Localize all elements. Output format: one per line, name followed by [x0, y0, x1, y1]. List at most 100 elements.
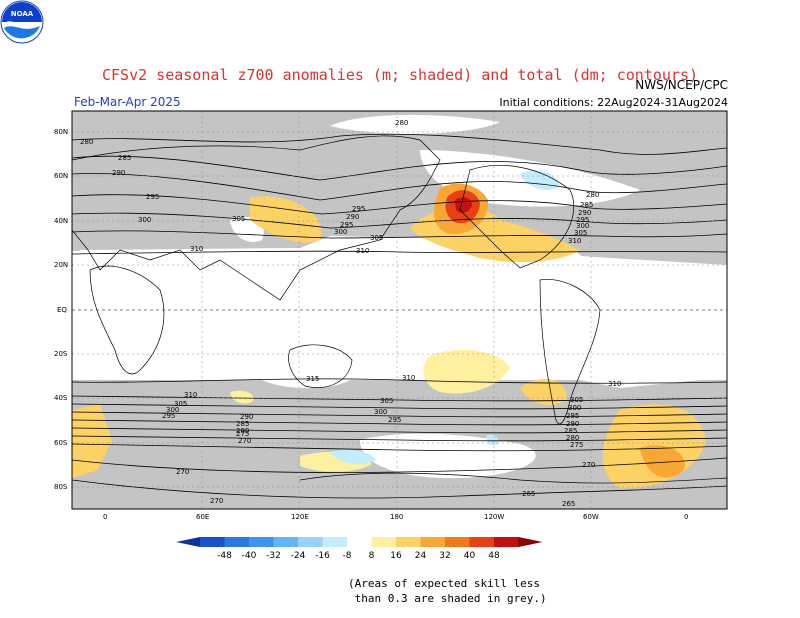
contour-label: 280 — [395, 119, 408, 127]
contour-label: 285 — [580, 201, 593, 209]
contour-label: 300 — [374, 408, 387, 416]
colorbar-tick-label: 40 — [464, 551, 476, 561]
contour-label: 295 — [566, 412, 579, 420]
contour-label: 300 — [568, 404, 581, 412]
contour-label: 290 — [346, 213, 359, 221]
latitude-axis-labels: 80N 60N 40N 20N EQ 20S 40S 60S 80S — [54, 128, 68, 491]
lon-label: 60W — [583, 513, 599, 521]
contour-label: 265 — [522, 490, 535, 498]
contours-south — [72, 378, 727, 499]
contour-label: 310 — [184, 391, 197, 399]
contour-label: 295 — [146, 193, 159, 201]
contour-label: 280 — [566, 434, 579, 442]
colorbar-tick-label: -40 — [242, 551, 257, 561]
contour-labels-north: 280 280 285 290 295 300 305 310 310 305 … — [80, 118, 599, 255]
svg-text:NOAA: NOAA — [11, 10, 34, 18]
lat-label: 80S — [54, 483, 68, 491]
colorbar-tick-label: -16 — [315, 551, 330, 561]
noaa-logo-icon: NOAA — [0, 0, 44, 44]
contour-label: 290 — [240, 413, 253, 421]
colorbar-tick-label: -32 — [266, 551, 281, 561]
colorbar-swatch — [445, 537, 470, 547]
contour-label: 280 — [586, 191, 599, 199]
colorbar-tick-label: 48 — [488, 551, 500, 561]
colorbar-swatch — [273, 537, 299, 547]
lon-label: 180 — [390, 513, 403, 521]
contour-label: 280 — [236, 427, 249, 435]
lat-lon-grid — [72, 111, 727, 509]
lon-label: 120W — [484, 513, 504, 521]
contour-label: 310 — [190, 245, 203, 253]
colorbar-tick-label: 16 — [390, 551, 402, 561]
contour-label: 310 — [402, 374, 415, 382]
contour-label: 305 — [574, 229, 587, 237]
contour-label: 295 — [576, 216, 589, 224]
map-frame — [71, 110, 728, 510]
colorbar-swatch — [347, 537, 372, 547]
lat-label: 60S — [54, 439, 68, 447]
contour-label: 310 — [608, 380, 621, 388]
lat-label: 60N — [54, 172, 68, 180]
agency-label: NWS/NCEP/CPC — [635, 78, 728, 92]
colorbar-tick-label: 8 — [369, 551, 375, 561]
contour-label: 300 — [334, 228, 347, 236]
colorbar-swatch — [494, 537, 519, 547]
lon-label: 120E — [291, 513, 309, 521]
colorbar-swatch — [322, 537, 348, 547]
colorbar-swatch — [200, 537, 225, 547]
contour-label: 295 — [340, 221, 353, 229]
contour-label: 310 — [356, 247, 369, 255]
lat-label: 20S — [54, 350, 68, 358]
season-label: Feb-Mar-Apr 2025 — [74, 95, 181, 109]
contour-label: 290 — [112, 169, 125, 177]
contour-label: 300 — [138, 216, 151, 224]
skill-note: (Areas of expected skill less than 0.3 a… — [348, 577, 547, 605]
colorbar-arrow-pos — [518, 537, 543, 547]
lat-label: 80N — [54, 128, 68, 136]
contour-label: 315 — [306, 375, 319, 383]
contour-label: 305 — [232, 215, 245, 223]
contour-label: 295 — [388, 416, 401, 424]
colorbar-arrow-neg — [176, 537, 200, 547]
contour-label: 280 — [80, 138, 93, 146]
colorbar-swatch — [224, 537, 250, 547]
contour-label: 295 — [162, 412, 175, 420]
colorbar-tick-label: 24 — [415, 551, 427, 561]
contour-label: 310 — [568, 237, 581, 245]
lat-label: 40N — [54, 217, 68, 225]
colorbar-swatch — [298, 537, 323, 547]
colorbar-tick-label: 32 — [439, 551, 450, 561]
contour-label: 270 — [238, 437, 251, 445]
contour-label: 270 — [176, 468, 189, 476]
colorbar-swatch — [420, 537, 446, 547]
lat-label: 20N — [54, 261, 68, 269]
contour-label: 305 — [570, 396, 583, 404]
lon-label: 0 — [684, 513, 688, 521]
contour-label: 295 — [352, 205, 365, 213]
colorbar-tick-label: -48 — [217, 551, 232, 561]
contour-label: 290 — [566, 420, 579, 428]
contour-label: 270 — [582, 461, 595, 469]
coastlines — [72, 135, 727, 484]
contours-north — [72, 133, 727, 255]
contour-label: 285 — [236, 420, 249, 428]
contour-labels-south: 315 310 310 310 305 305 305 300 300 300 … — [162, 374, 621, 508]
contour-label: 305 — [174, 400, 187, 408]
anomaly-colorbar: -48 -40 -32 -24 -16 -8 8 16 24 32 40 48 — [176, 537, 543, 561]
initial-conditions-label: Initial conditions: 22Aug2024-31Aug2024 — [499, 96, 728, 109]
contour-label: 265 — [562, 500, 575, 508]
lat-label: 40S — [54, 394, 68, 402]
chart-title: CFSv2 seasonal z700 anomalies (m; shaded… — [101, 66, 699, 84]
contour-label: 270 — [210, 497, 223, 505]
contour-label: 305 — [380, 397, 393, 405]
contour-label: 300 — [166, 406, 179, 414]
contour-label: 305 — [370, 234, 383, 242]
contour-label: 285 — [118, 154, 131, 162]
lat-label: EQ — [57, 306, 67, 314]
contour-label: 275 — [236, 430, 249, 438]
colorbar-swatch — [396, 537, 421, 547]
colorbar-swatch — [469, 537, 495, 547]
colorbar-swatch — [371, 537, 397, 547]
contour-label: 290 — [578, 209, 591, 217]
